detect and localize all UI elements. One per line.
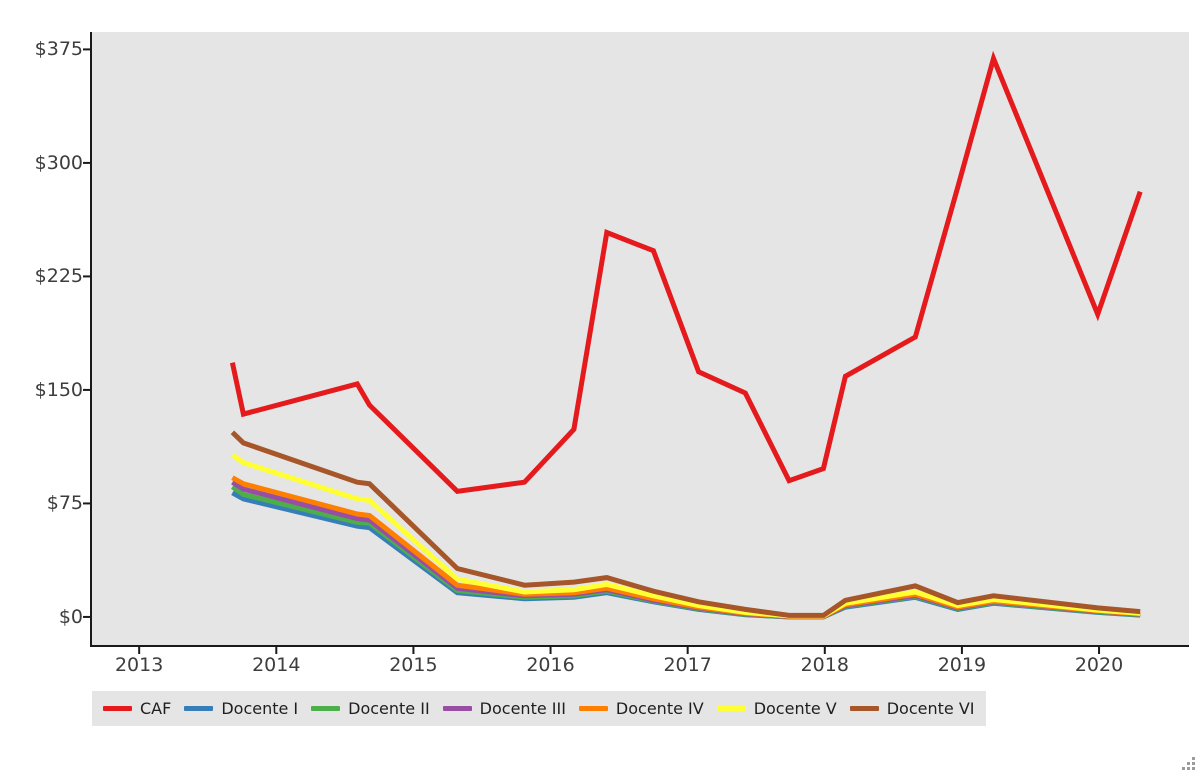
grip-dot xyxy=(1187,767,1190,770)
y-tick-label: $0 xyxy=(58,605,83,628)
y-tick-label: $75 xyxy=(46,492,83,515)
legend-item-docente-vi: Docente VI xyxy=(849,699,975,718)
series-line-caf xyxy=(229,50,1143,494)
legend-item-docente-i: Docente I xyxy=(184,699,298,718)
legend-item-docente-iv: Docente IV xyxy=(578,699,704,718)
y-tick-label: $225 xyxy=(34,265,83,288)
legend-swatch-icon xyxy=(578,706,608,711)
legend-label: Docente I xyxy=(221,699,299,718)
plot-area xyxy=(92,32,1189,646)
legend-swatch-icon xyxy=(716,706,746,711)
series-line-docente-vi xyxy=(230,430,1141,618)
grip-dot xyxy=(1182,767,1185,770)
y-tick-label: $375 xyxy=(34,38,83,61)
series-line-docente-v xyxy=(230,452,1141,619)
legend-label: Docente IV xyxy=(615,699,704,718)
legend-item-docente-ii: Docente II xyxy=(311,699,430,718)
legend-swatch-icon xyxy=(442,706,472,711)
x-tick-label: 2018 xyxy=(800,654,849,676)
legend-swatch-icon xyxy=(849,706,879,711)
grip-dot xyxy=(1192,762,1195,765)
y-tick-label: $150 xyxy=(34,378,83,401)
legend-swatch-icon xyxy=(311,706,341,711)
grip-dot xyxy=(1187,762,1190,765)
legend-label: Docente II xyxy=(348,699,430,718)
legend-label: Docente V xyxy=(753,699,837,718)
legend-item-caf: CAF xyxy=(103,699,171,718)
x-tick-label: 2017 xyxy=(663,654,712,676)
grip-dot xyxy=(1192,757,1195,760)
x-tick-label: 2014 xyxy=(252,654,301,676)
x-tick-label: 2020 xyxy=(1074,654,1124,676)
legend-label: CAF xyxy=(140,699,172,718)
legend-label: Docente III xyxy=(479,699,566,718)
x-tick-label: 2019 xyxy=(937,654,987,676)
legend-swatch-icon xyxy=(184,706,214,711)
grip-dot xyxy=(1192,767,1195,770)
legend: CAF Docente I Docente II Docente III Docente… xyxy=(92,691,986,726)
y-tick-label: $300 xyxy=(34,151,83,174)
legend-label: Docente VI xyxy=(886,699,975,718)
legend-swatch-icon xyxy=(103,706,132,711)
legend-item-docente-v: Docente V xyxy=(716,699,837,718)
x-tick-label: 2016 xyxy=(526,654,575,676)
resize-grip-icon[interactable] xyxy=(1182,757,1196,771)
x-tick-label: 2013 xyxy=(114,654,164,676)
x-tick-label: 2015 xyxy=(389,654,438,676)
legend-item-docente-iii: Docente III xyxy=(442,699,566,718)
